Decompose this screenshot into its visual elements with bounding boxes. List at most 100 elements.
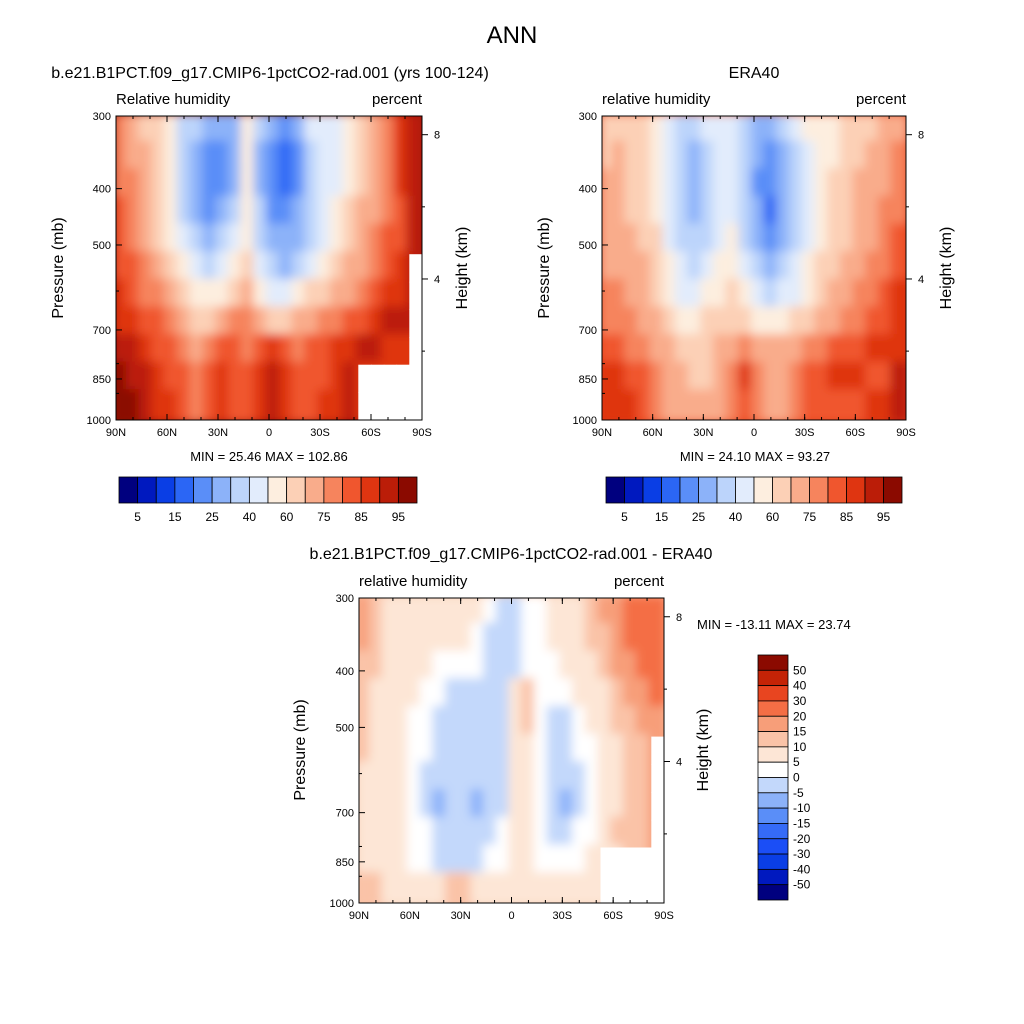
panel-era40-left-label: relative humidity <box>602 91 711 108</box>
x-tick-label: 30S <box>795 427 815 439</box>
colorbar-label: 60 <box>280 510 294 524</box>
colorbar-label: 25 <box>692 510 706 524</box>
missing-data-cell <box>651 819 664 849</box>
panel-difference-right-label: percent <box>614 573 665 590</box>
colorbar-label: 40 <box>243 510 257 524</box>
colorbar-box <box>174 476 194 504</box>
colorbar-label: 15 <box>793 725 807 739</box>
colorbar-box <box>757 761 789 778</box>
panel-difference: b.e21.B1PCT.f09_g17.CMIP6-1pctCO2-rad.00… <box>292 546 851 922</box>
missing-data-cell <box>651 875 664 903</box>
colorbar-label: 40 <box>793 679 807 693</box>
colorbar-box <box>757 807 789 824</box>
contour-cell <box>890 116 906 147</box>
colorbar-box <box>118 476 139 504</box>
x-tick-label: 0 <box>751 427 757 439</box>
colorbar-label: 5 <box>793 755 800 769</box>
y-tick-label: 700 <box>336 808 354 820</box>
contour-cell <box>890 195 906 230</box>
colorbar-label: 25 <box>205 510 219 524</box>
contour-cell <box>648 705 664 740</box>
y-tick-label: 700 <box>93 325 111 337</box>
missing-data-cell <box>409 392 422 420</box>
panel-model-ylabel: Pressure (mb) <box>50 217 67 318</box>
y-right-tick-label: 8 <box>918 130 924 142</box>
missing-data-cell <box>651 764 664 793</box>
colorbar-label: 15 <box>655 510 669 524</box>
colorbar-box <box>757 838 789 855</box>
contour-cell <box>406 195 422 230</box>
colorbar-box <box>360 476 381 504</box>
contour-cell <box>890 251 906 285</box>
colorbar-box <box>883 476 903 504</box>
missing-data-cell <box>409 281 422 310</box>
y-tick-label: 700 <box>579 325 597 337</box>
panel-era40-contour-field <box>602 116 906 420</box>
panel-model-left-label: Relative humidity <box>116 91 231 108</box>
x-tick-label: 30N <box>208 427 228 439</box>
colorbar-box <box>827 476 847 504</box>
colorbar-label: 10 <box>793 740 807 754</box>
contour-cell <box>890 168 906 202</box>
y-tick-label: 500 <box>579 240 597 252</box>
panel-difference-title: b.e21.B1PCT.f09_g17.CMIP6-1pctCO2-rad.00… <box>310 546 713 563</box>
colorbar-box <box>397 476 418 504</box>
contour-cell <box>890 278 906 313</box>
x-tick-label: 0 <box>508 910 514 922</box>
panel-difference-ylabel: Pressure (mb) <box>292 699 309 800</box>
y-right-tick-label: 4 <box>918 274 924 286</box>
colorbar-box <box>864 476 884 504</box>
y-tick-label: 500 <box>336 722 354 734</box>
panel-era40-title: ERA40 <box>729 65 780 82</box>
panel-era40-right-label: percent <box>856 91 907 108</box>
panel-model-stats: MIN = 25.46 MAX = 102.86 <box>190 449 348 464</box>
missing-data-cell <box>600 875 614 903</box>
colorbar-label: -50 <box>793 878 811 892</box>
missing-data-cell <box>600 847 614 876</box>
panel-era40-ylabel-right: Height (km) <box>938 227 955 310</box>
colorbar-box <box>642 476 662 504</box>
y-right-tick-label: 8 <box>434 130 440 142</box>
missing-data-cell <box>383 392 398 420</box>
y-tick-label: 400 <box>579 184 597 196</box>
y-right-tick-label: 4 <box>434 274 440 286</box>
panel-difference-left-label: relative humidity <box>359 573 468 590</box>
colorbar-box <box>757 823 789 840</box>
missing-data-cell <box>651 847 664 876</box>
missing-data-cell <box>651 792 664 821</box>
colorbar-box <box>757 669 789 687</box>
colorbar-box <box>211 476 232 504</box>
panel-model-colorbar: 5 15 25 40 60 75 85 95 <box>118 476 418 524</box>
colorbar-label: 0 <box>793 771 800 785</box>
y-tick-label: 1000 <box>87 415 111 427</box>
colorbar-label: 95 <box>392 510 406 524</box>
panel-era40-axes: 90N 60N 30N 0 30S 60S 90S 300 400 500 700 850 1000 8 4 <box>573 111 925 439</box>
colorbar-label: -20 <box>793 832 811 846</box>
x-tick-label: 90S <box>412 427 432 439</box>
contour-cell <box>406 116 422 147</box>
colorbar-box <box>757 777 789 794</box>
colorbar-box <box>757 685 789 702</box>
colorbar-box <box>304 476 325 504</box>
colorbar-box <box>846 476 866 504</box>
x-tick-label: 30N <box>451 910 471 922</box>
missing-data-cell <box>371 392 385 420</box>
x-tick-label: 60N <box>157 427 177 439</box>
colorbar-box <box>379 476 399 504</box>
colorbar-box <box>679 476 699 504</box>
missing-data-cell <box>396 364 410 393</box>
missing-data-cell <box>638 847 652 876</box>
colorbar-box <box>323 476 343 504</box>
colorbar-label: 85 <box>354 510 368 524</box>
contour-cell <box>648 622 664 657</box>
y-tick-label: 1000 <box>330 898 354 910</box>
contour-cell <box>406 223 422 258</box>
colorbar-box <box>757 654 789 671</box>
colorbar-box <box>286 476 306 504</box>
contour-cell <box>890 306 906 341</box>
colorbar-box <box>342 476 362 504</box>
colorbar-label: 20 <box>793 709 807 723</box>
colorbar-box <box>193 476 213 504</box>
colorbar-label: 85 <box>840 510 854 524</box>
panel-model-contour-field <box>116 116 422 420</box>
